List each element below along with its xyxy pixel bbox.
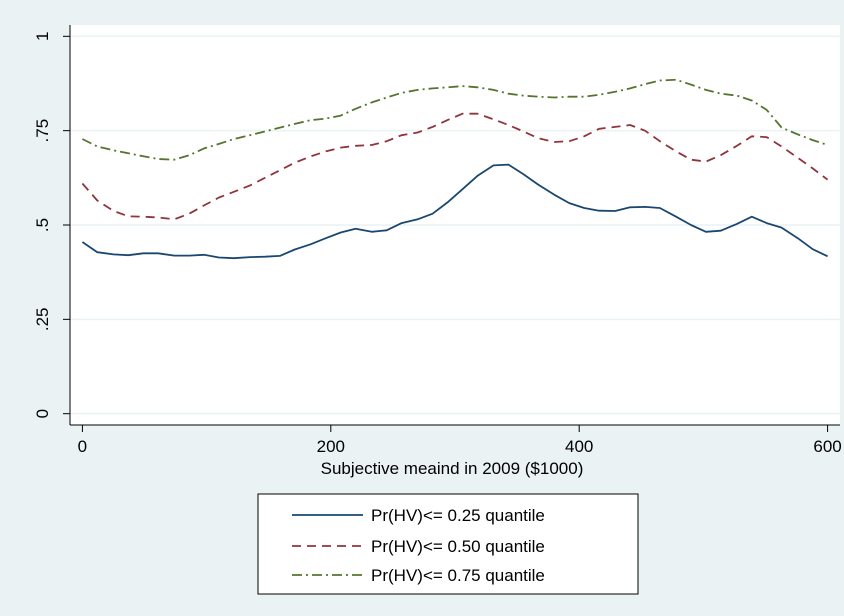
series-line-3: [81, 78, 828, 161]
y-tick-label-1: .25: [33, 308, 52, 332]
y-tick-label-3: .75: [33, 119, 52, 143]
y-tick-label-0: 0: [33, 409, 52, 418]
x-tick-label-1: 200: [317, 437, 345, 456]
series-line-2: [81, 112, 829, 221]
x-axis: 0 200 400 600: [70, 424, 842, 456]
x-tick-label-0: 0: [78, 437, 87, 456]
legend-box: [257, 493, 639, 595]
legend: Pr(HV)<= 0.25 quantile Pr(HV)<= 0.50 qua…: [257, 493, 639, 595]
y-axis: 0 .25 .5 .75 1: [33, 25, 71, 425]
x-tick-label-3: 600: [813, 437, 841, 456]
series-line-1: [81, 163, 828, 260]
legend-label-1: Pr(HV)<= 0.25 quantile: [371, 506, 545, 525]
legend-label-3: Pr(HV)<= 0.75 quantile: [371, 566, 545, 585]
legend-label-2: Pr(HV)<= 0.50 quantile: [371, 537, 545, 556]
y-tick-label-2: .5: [33, 218, 52, 232]
grid-lines: [70, 35, 840, 415]
x-tick-label-2: 400: [565, 437, 593, 456]
series-lines: [81, 78, 829, 260]
y-tick-label-4: 1: [33, 32, 52, 41]
x-axis-title: Subjective meaind in 2009 ($1000): [321, 459, 584, 478]
